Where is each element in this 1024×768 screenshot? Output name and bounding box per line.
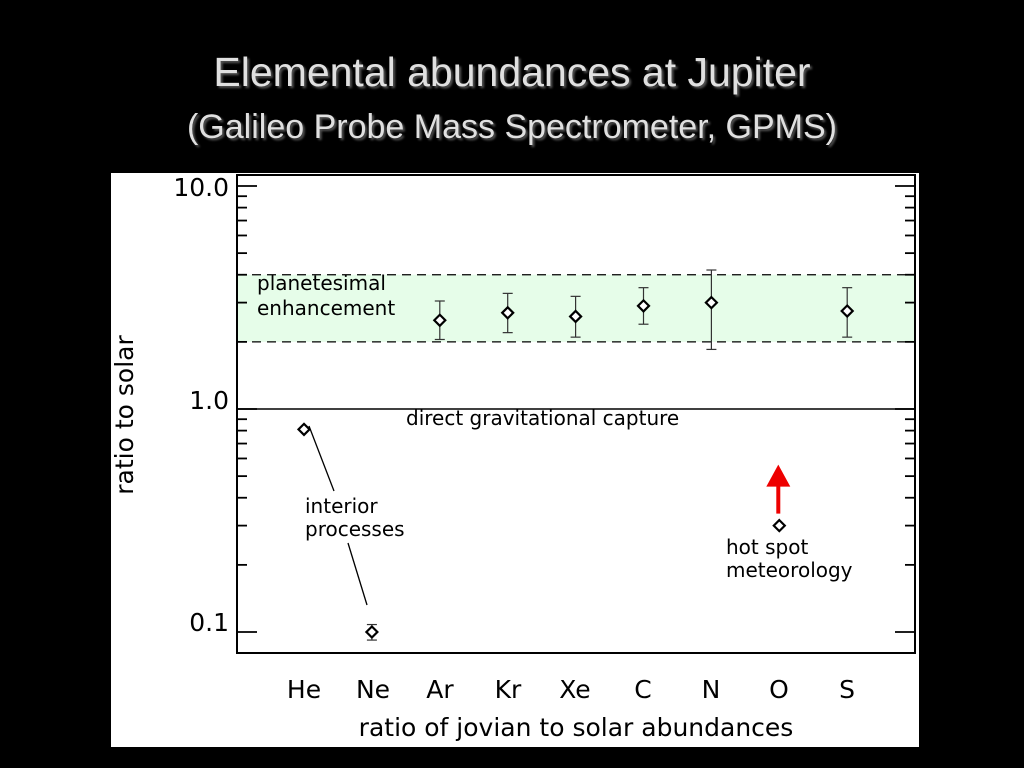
data-points [296, 269, 855, 641]
slide-title: Elemental abundances at Jupiter [213, 49, 811, 95]
y-tick-label-1: 1.0 [189, 386, 229, 415]
hotspot-arrow-head [766, 464, 791, 487]
hotspot-label-line1: hot spot [726, 535, 808, 559]
data-point-ne [364, 624, 379, 640]
x-tick-label-s: S [839, 675, 855, 704]
plot-frame [236, 174, 916, 654]
capture-label: direct gravitational capture [406, 406, 679, 430]
band-label-enhancement: enhancement [257, 296, 395, 320]
data-point-kr [500, 305, 515, 320]
x-tick-label-o: O [769, 675, 789, 704]
x-tick-label-xe: Xe [559, 675, 590, 704]
hotspot-label-line2: meteorology [726, 558, 853, 582]
y-axis-label: ratio to solar [111, 335, 139, 495]
interior-leader-line-upper [308, 425, 335, 492]
x-tick-label-n: N [702, 675, 721, 704]
x-tick-label-he: He [287, 675, 321, 704]
data-point-ar [432, 313, 447, 328]
data-point-n [704, 295, 719, 310]
data-point-c [636, 298, 651, 313]
y-tick-label-0-1: 0.1 [189, 608, 229, 637]
interior-label-line1: interior [305, 494, 378, 518]
axis-ticks [237, 185, 915, 633]
slide-subtitle: (Galileo Probe Mass Spectrometer, GPMS) [186, 108, 837, 146]
data-point-he [296, 422, 312, 437]
y-tick-label-10: 10.0 [173, 173, 229, 202]
data-point-s [840, 303, 855, 319]
x-tick-label-kr: Kr [495, 675, 522, 704]
data-point-xe [568, 309, 583, 324]
abundance-chart: 10.0 1.0 0.1 ratio to solar He Ne Ar Kr … [110, 173, 916, 742]
x-axis-label: ratio of jovian to solar abundances [359, 713, 794, 742]
interior-label-line2: processes [305, 517, 405, 541]
x-tick-label-ar: Ar [426, 675, 454, 704]
band-label-planetesimal: planetesimal [257, 271, 386, 295]
chart-panel: 10.0 1.0 0.1 ratio to solar He Ne Ar Kr … [110, 173, 919, 747]
x-tick-label-c: C [634, 675, 651, 704]
interior-leader-line-lower [347, 542, 368, 606]
data-point-o [772, 518, 787, 533]
x-tick-label-ne: Ne [356, 675, 390, 704]
